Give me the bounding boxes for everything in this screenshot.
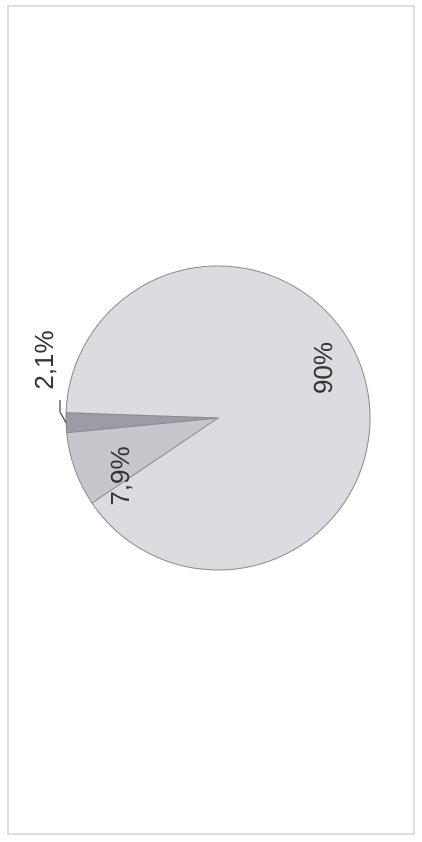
data-label: 90%	[308, 342, 338, 394]
data-label: 2,1%	[29, 330, 59, 389]
pie: 90% 7,9% 2,1%	[29, 265, 371, 571]
data-label: 7,9%	[105, 446, 135, 505]
leader-line	[59, 400, 67, 424]
